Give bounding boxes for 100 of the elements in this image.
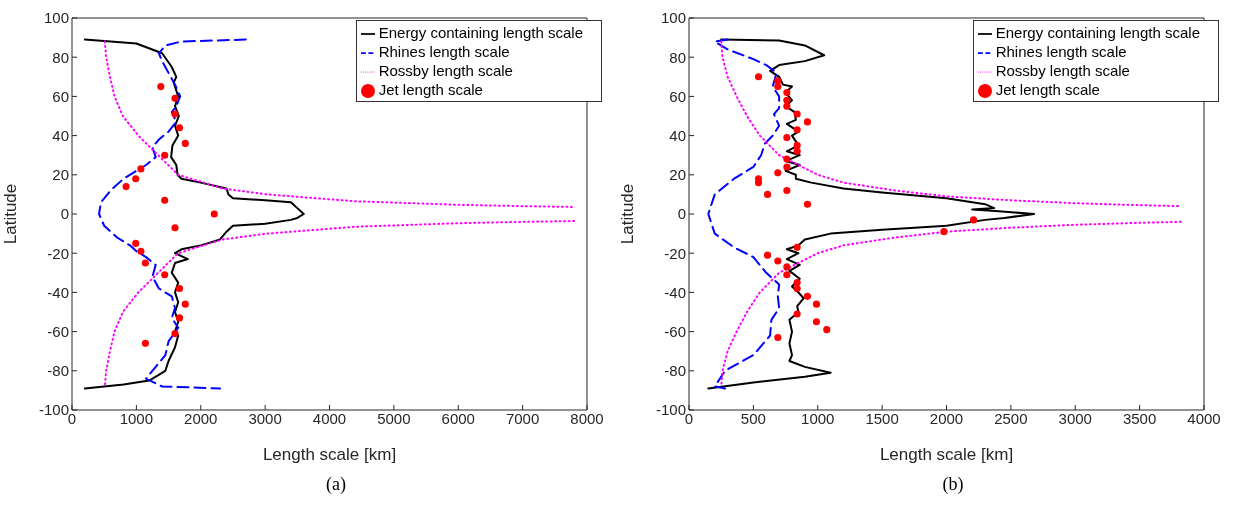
y-tick-label: -20 — [664, 244, 686, 262]
x-tick-label: 1000 — [801, 409, 835, 427]
y-tick-label: -60 — [664, 322, 686, 340]
y-tick-label: -20 — [47, 244, 69, 262]
point — [141, 339, 149, 347]
y-tick-label: -100 — [38, 401, 69, 419]
point — [969, 216, 978, 224]
y-tick-label: -100 — [655, 401, 686, 419]
x-tick-label: 7000 — [505, 409, 540, 427]
legend-label: Rossby length scale — [995, 62, 1130, 79]
y-tick-label: 20 — [669, 166, 686, 184]
point — [171, 94, 179, 102]
point — [793, 141, 801, 149]
point — [161, 271, 169, 279]
point — [161, 196, 169, 204]
point — [171, 110, 179, 118]
legend-label: Energy containing length scale — [378, 24, 583, 41]
y-tick-label: 60 — [669, 87, 686, 105]
x-tick-label: 2500 — [994, 409, 1028, 427]
x-axis-title: Length scale [km] — [879, 445, 1014, 464]
y-tick-label: -40 — [664, 283, 686, 301]
point — [774, 169, 782, 177]
point — [793, 126, 801, 134]
y-tick-label: 100 — [43, 9, 69, 27]
y-tick-label: 0 — [677, 205, 686, 223]
point — [763, 190, 772, 198]
point — [783, 271, 791, 279]
x-tick-label: 4000 — [312, 409, 347, 427]
point — [132, 239, 140, 247]
y-tick-label: -40 — [47, 283, 69, 301]
x-tick-label: 1000 — [119, 409, 154, 427]
point — [137, 165, 145, 173]
legend-label: Rhines length scale — [378, 43, 510, 60]
x-tick-label: 1500 — [865, 409, 899, 427]
point — [175, 314, 184, 322]
point — [774, 77, 782, 85]
point — [783, 155, 791, 163]
x-tick-label: 500 — [740, 409, 766, 427]
y-tick-label: 60 — [52, 87, 69, 105]
point — [793, 284, 801, 293]
point — [774, 83, 782, 91]
legend-label: Jet length scale — [378, 81, 483, 98]
y-tick-label: 80 — [52, 48, 69, 66]
y-tick-label: -80 — [47, 362, 69, 380]
legend-label: Rossby length scale — [378, 62, 513, 79]
x-tick-label: 3500 — [1122, 409, 1157, 427]
point — [783, 163, 791, 171]
y-tick-label: 0 — [60, 205, 69, 223]
point — [803, 292, 812, 300]
point — [754, 73, 763, 81]
x-tick-label: 6000 — [441, 409, 475, 427]
point — [137, 247, 145, 255]
point — [793, 279, 801, 287]
point — [783, 263, 791, 271]
point — [132, 175, 140, 183]
line-series — [707, 38, 781, 390]
point — [812, 300, 821, 308]
x-tick-label: 2000 — [184, 409, 218, 427]
point — [141, 259, 149, 267]
point — [122, 183, 130, 191]
point — [783, 186, 791, 195]
point — [812, 318, 821, 326]
point — [763, 251, 772, 259]
y-tick-label: -60 — [47, 322, 69, 340]
point — [783, 134, 791, 142]
line-series — [83, 38, 305, 390]
point — [157, 83, 165, 91]
point — [793, 243, 801, 251]
point — [175, 284, 184, 293]
text: (b) — [941, 474, 965, 495]
x-tick-label: 5000 — [377, 409, 411, 427]
legend-label: Rhines length scale — [995, 43, 1127, 60]
point — [783, 88, 791, 97]
x-tick-label: 3000 — [248, 409, 282, 427]
point — [181, 300, 189, 308]
y-tick-label: 20 — [52, 166, 69, 184]
y-axis-title: Latitude — [1, 183, 21, 245]
y-axis-title: Latitude — [618, 183, 638, 245]
point — [793, 147, 801, 155]
point — [823, 326, 831, 334]
point — [171, 330, 179, 338]
point — [793, 310, 801, 318]
text: (a) — [325, 474, 347, 495]
point — [803, 200, 812, 208]
x-axis-title: Length scale [km] — [262, 445, 397, 464]
point — [940, 228, 948, 236]
y-tick-label: 100 — [660, 9, 686, 27]
legend-label: Jet length scale — [995, 81, 1100, 98]
legend-label: Energy containing length scale — [995, 24, 1200, 41]
point — [181, 139, 189, 147]
point — [803, 118, 812, 126]
y-tick-label: 40 — [669, 126, 686, 144]
y-tick-label: 80 — [669, 48, 686, 66]
line-series — [98, 38, 247, 390]
x-tick-label: 8000 — [570, 409, 604, 427]
y-tick-label: -80 — [664, 362, 686, 380]
x-tick-label: 2000 — [929, 409, 964, 427]
point — [161, 151, 169, 159]
x-tick-label: 4000 — [1187, 409, 1221, 427]
point — [774, 257, 782, 265]
